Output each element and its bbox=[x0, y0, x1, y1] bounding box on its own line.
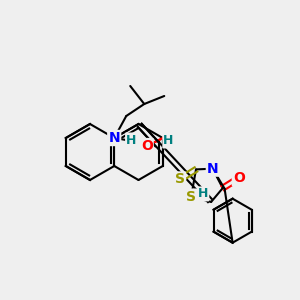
Text: N: N bbox=[108, 131, 120, 145]
Text: H: H bbox=[126, 134, 136, 146]
Text: H: H bbox=[198, 188, 208, 200]
Text: S: S bbox=[175, 172, 185, 186]
Text: O: O bbox=[233, 171, 245, 185]
Text: S: S bbox=[186, 190, 196, 204]
Text: H: H bbox=[163, 134, 174, 148]
Text: N: N bbox=[108, 131, 120, 145]
Text: N: N bbox=[207, 162, 218, 176]
Text: O: O bbox=[141, 139, 153, 153]
